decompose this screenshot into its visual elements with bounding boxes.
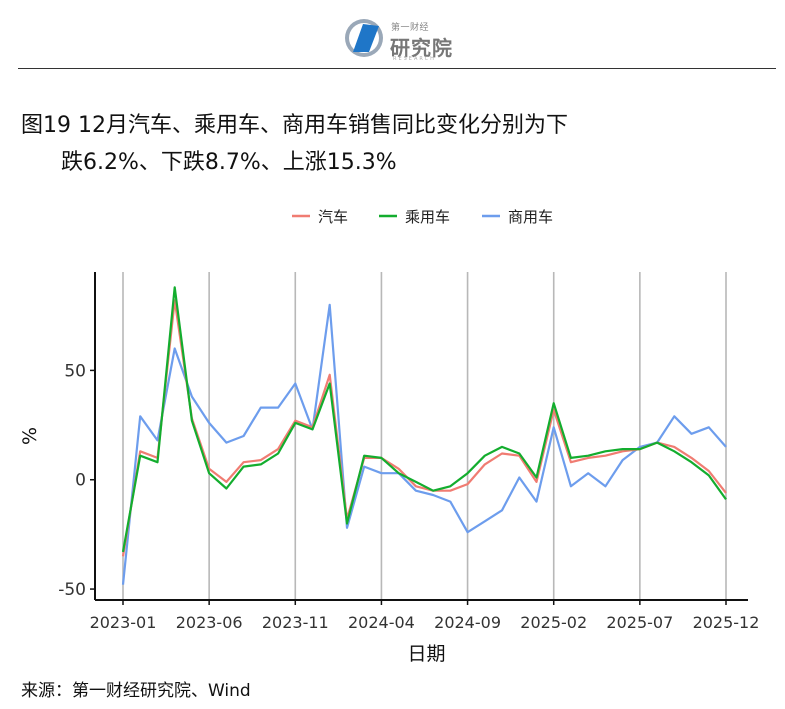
y-tick-label-50: 50 <box>64 361 86 381</box>
x-axis-label: 日期 <box>407 643 445 665</box>
logo-emblem-icon <box>345 19 383 57</box>
x-tick-label-2023-11: 2023-11 <box>262 613 329 632</box>
source-note: 来源：第一财经研究院、Wind <box>21 681 251 701</box>
x-tick-label-2024-09: 2024-09 <box>434 613 501 632</box>
series-lines <box>121 286 727 585</box>
logo-sub-text: RESEARCH <box>393 56 436 62</box>
y-tick-label--50: -50 <box>58 580 86 600</box>
grid-lines <box>122 272 727 600</box>
legend-label-汽车: 汽车 <box>318 208 348 226</box>
x-tick-label-2023-01: 2023-01 <box>90 613 157 632</box>
x-tick-label-2025-02: 2025-02 <box>520 613 587 632</box>
axes: -50 0 50 2023-01 2023-06 2023-11 2024-04 2024-0… <box>58 272 759 632</box>
legend-label-乘用车: 乘用车 <box>405 208 450 226</box>
legend-label-商用车: 商用车 <box>508 208 553 226</box>
series-line-商用车 <box>121 303 727 585</box>
x-tick-label-2025-12: 2025-12 <box>693 613 760 632</box>
x-tick-label-2024-04: 2024-04 <box>348 613 415 632</box>
brand-logo: 第一财经 研究院 RESEARCH <box>343 14 453 62</box>
y-tick-label-0: 0 <box>75 471 86 491</box>
series-line-汽车 <box>121 299 727 557</box>
legend: 汽车 乘用车 商用车 <box>292 208 553 226</box>
x-tick-label-2025-07: 2025-07 <box>606 613 673 632</box>
logo-main-text: 研究院 <box>390 36 453 60</box>
figure-title-line-2: 跌6.2%、下跌8.7%、上涨15.3% <box>61 150 397 175</box>
y-axis-label: % <box>19 427 41 445</box>
logo-top-text: 第一财经 <box>391 23 430 33</box>
series-line-乘用车 <box>121 286 727 553</box>
x-tick-label-2023-06: 2023-06 <box>176 613 243 632</box>
header-divider <box>18 68 776 69</box>
figure-title-line-1: 图19 12月汽车、乘用车、商用车销售同比变化分别为下 <box>21 113 568 138</box>
